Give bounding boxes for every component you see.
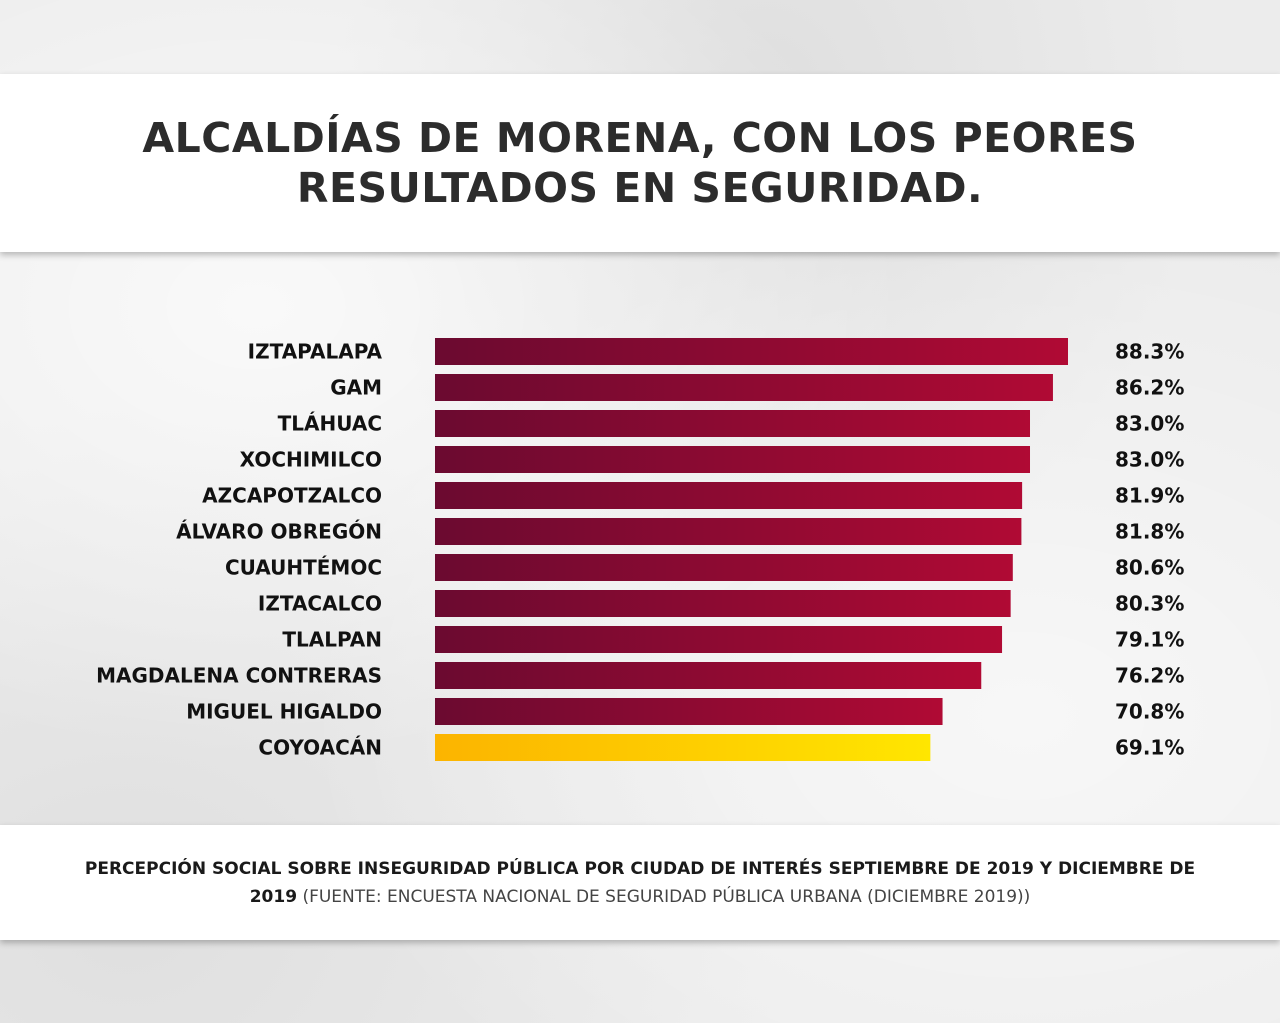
bar-azcapotzalco xyxy=(435,482,1023,509)
footer-source-text: (FUENTE: ENCUESTA NACIONAL DE SEGURIDAD … xyxy=(302,886,1031,907)
title-panel: ALCALDÍAS DE MORENA, CON LOS PEORES RESU… xyxy=(0,74,1280,252)
bar-alvaro-obregon xyxy=(435,518,1022,545)
footer-main-text: PERCEPCIÓN SOCIAL SOBRE INSEGURIDAD PÚBL… xyxy=(84,858,1196,907)
category-label-iztacalco: IZTACALCO xyxy=(258,592,382,616)
category-label-magdalena-contreras: MAGDALENA CONTRERAS xyxy=(96,664,382,688)
category-label-tlalpan: TLALPAN xyxy=(282,628,382,652)
value-label-iztapalapa: 88.3% xyxy=(1115,340,1184,364)
bars-group: IZTAPALAPA 88.3% GAM 86.2% TLÁHUAC 83.0% XOCHI… xyxy=(96,338,1184,761)
value-label-iztacalco: 80.3% xyxy=(1115,592,1184,616)
category-label-gam: GAM xyxy=(330,376,382,400)
footer-panel: PERCEPCIÓN SOCIAL SOBRE INSEGURIDAD PÚBL… xyxy=(0,825,1280,940)
bar-tlalpan xyxy=(435,626,1003,653)
category-label-tlahuac: TLÁHUAC xyxy=(278,412,382,436)
bar-xochimilco xyxy=(435,446,1031,473)
value-label-gam: 86.2% xyxy=(1115,376,1184,400)
source-note: PERCEPCIÓN SOCIAL SOBRE INSEGURIDAD PÚBL… xyxy=(65,855,1215,911)
bar-iztapalapa xyxy=(435,338,1068,365)
value-label-tlalpan: 79.1% xyxy=(1115,628,1184,652)
category-label-coyoacan: COYOACÁN xyxy=(258,736,382,760)
bar-iztacalco xyxy=(435,590,1011,617)
value-label-azcapotzalco: 81.9% xyxy=(1115,484,1184,508)
value-label-tlahuac: 83.0% xyxy=(1115,412,1184,436)
category-label-miguel-higaldo: MIGUEL HIGALDO xyxy=(186,700,382,724)
category-label-iztapalapa: IZTAPALAPA xyxy=(248,340,383,364)
value-label-cuauhtemoc: 80.6% xyxy=(1115,556,1184,580)
bar-cuauhtemoc xyxy=(435,554,1013,581)
value-label-coyoacan: 69.1% xyxy=(1115,736,1184,760)
bar-gam xyxy=(435,374,1053,401)
value-label-alvaro-obregon: 81.8% xyxy=(1115,520,1184,544)
category-label-xochimilco: XOCHIMILCO xyxy=(240,448,382,472)
value-label-miguel-higaldo: 70.8% xyxy=(1115,700,1184,724)
bar-coyoacan xyxy=(435,734,931,761)
category-label-alvaro-obregon: ÁLVARO OBREGÓN xyxy=(176,520,382,544)
category-label-cuauhtemoc: CUAUHTÉMOC xyxy=(225,556,382,580)
value-label-xochimilco: 83.0% xyxy=(1115,448,1184,472)
category-label-azcapotzalco: AZCAPOTZALCO xyxy=(202,484,382,508)
bar-tlahuac xyxy=(435,410,1031,437)
page-title: ALCALDÍAS DE MORENA, CON LOS PEORES RESU… xyxy=(142,114,1138,212)
value-label-magdalena-contreras: 76.2% xyxy=(1115,664,1184,688)
bar-magdalena-contreras xyxy=(435,662,982,689)
bar-miguel-higaldo xyxy=(435,698,943,725)
